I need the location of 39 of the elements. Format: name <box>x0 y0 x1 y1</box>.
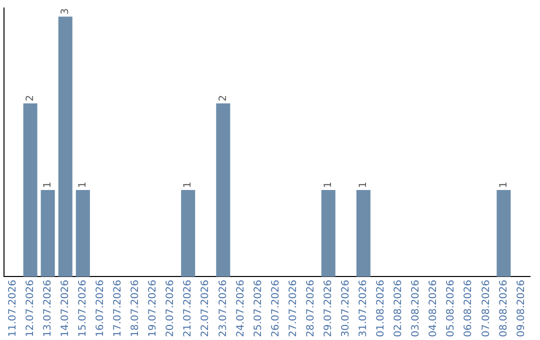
x-tick-label: 12.07.2026 <box>24 280 36 338</box>
data-label: 1 <box>498 182 510 188</box>
x-tick-label: 23.07.2026 <box>218 280 229 338</box>
x-tick-label: 06.08.2026 <box>463 280 474 338</box>
x-tick-label: 15.07.2026 <box>77 280 88 338</box>
x-tick-label: 01.08.2026 <box>376 280 387 338</box>
x-tick-label: 13.07.2026 <box>42 280 54 338</box>
x-tick-label: 21.07.2026 <box>182 280 194 338</box>
x-tick-label: 08.08.2026 <box>498 280 510 338</box>
x-tick-label: 18.07.2026 <box>130 280 142 338</box>
x-tick-label: 25.07.2026 <box>252 280 264 338</box>
data-label: 1 <box>77 182 88 188</box>
x-tick-label: 04.08.2026 <box>428 280 440 338</box>
x-tick-label: 20.07.2026 <box>165 280 176 338</box>
data-label: 2 <box>24 94 36 102</box>
x-tick-label: 14.07.2026 <box>60 280 71 338</box>
x-tick-label: 31.07.2026 <box>358 280 370 338</box>
x-tick-label: 27.07.2026 <box>288 280 299 338</box>
data-label: 3 <box>60 8 71 15</box>
x-tick-label: 16.07.2026 <box>95 280 106 338</box>
x-tick-label: 30.07.2026 <box>340 280 352 338</box>
x-tick-label: 22.07.2026 <box>200 280 212 338</box>
x-tick-label: 26.07.2026 <box>270 280 282 338</box>
data-label: 1 <box>322 182 334 188</box>
x-tick-label: 28.07.2026 <box>305 280 316 338</box>
x-tick-label: 29.07.2026 <box>322 280 334 338</box>
x-tick-label: 09.08.2026 <box>516 280 527 338</box>
x-tick-label: 02.08.2026 <box>393 280 404 338</box>
x-tick-label: 07.08.2026 <box>480 280 492 338</box>
data-label: 1 <box>182 182 194 188</box>
x-tick-label: 11.07.2026 <box>7 280 18 338</box>
data-label: 1 <box>358 182 370 188</box>
x-tick-label: 19.07.2026 <box>148 280 159 338</box>
data-label: 1 <box>42 182 54 188</box>
x-tick-label: 17.07.2026 <box>112 280 124 338</box>
x-tick-label: 24.07.2026 <box>235 280 246 338</box>
x-tick-label: 03.08.2026 <box>410 280 422 338</box>
data-label: 2 <box>218 94 229 102</box>
x-tick-label: 05.08.2026 <box>446 280 457 338</box>
